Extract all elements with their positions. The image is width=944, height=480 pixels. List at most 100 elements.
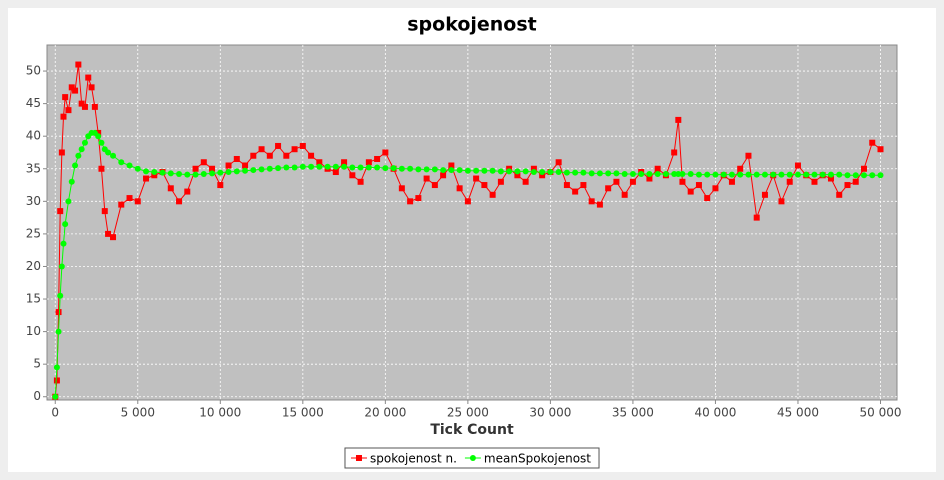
data-point <box>55 309 62 316</box>
data-point <box>481 182 488 189</box>
data-point <box>167 170 174 177</box>
data-point <box>613 170 620 177</box>
x-tick-label: 10 000 <box>199 406 241 420</box>
data-point <box>522 178 529 185</box>
data-point <box>737 171 744 178</box>
data-point <box>761 171 768 178</box>
data-point <box>357 178 364 185</box>
data-point <box>448 162 455 169</box>
data-point <box>720 171 727 178</box>
data-point <box>217 169 224 176</box>
data-point <box>481 167 488 174</box>
data-point <box>580 169 587 176</box>
data-point <box>407 198 414 205</box>
x-tick-label: 20 000 <box>364 406 406 420</box>
data-point <box>143 168 150 175</box>
data-point <box>794 162 801 169</box>
data-point <box>596 170 603 177</box>
data-point <box>95 133 102 140</box>
data-point <box>324 163 331 170</box>
data-point <box>836 191 843 198</box>
x-tick-label: 30 000 <box>529 406 571 420</box>
data-point <box>497 178 504 185</box>
data-point <box>786 171 793 178</box>
data-point <box>671 170 678 177</box>
data-point <box>332 169 339 176</box>
data-point <box>613 178 620 185</box>
data-point <box>860 165 867 172</box>
data-point <box>464 167 471 174</box>
data-point <box>341 163 348 170</box>
data-point <box>91 103 98 110</box>
data-point <box>349 172 356 179</box>
data-point <box>159 169 166 176</box>
data-point <box>349 164 356 171</box>
data-point <box>88 84 95 91</box>
data-point <box>852 172 859 179</box>
y-tick-label: 35 <box>26 161 41 175</box>
data-point <box>57 292 64 299</box>
data-point <box>105 230 112 237</box>
data-point <box>65 198 72 205</box>
data-point <box>242 167 249 174</box>
data-point <box>687 188 694 195</box>
data-point <box>184 171 191 178</box>
data-point <box>497 168 504 175</box>
data-point <box>143 175 150 182</box>
data-point <box>72 87 79 94</box>
data-point <box>53 377 60 384</box>
data-point <box>547 169 554 176</box>
data-point <box>588 170 595 177</box>
data-point <box>464 198 471 205</box>
data-point <box>85 74 92 81</box>
data-point <box>596 201 603 208</box>
data-point <box>778 198 785 205</box>
data-point <box>440 167 447 174</box>
data-point <box>514 168 521 175</box>
data-point <box>530 165 537 172</box>
data-point <box>844 172 851 179</box>
data-point <box>605 185 612 192</box>
y-tick-label: 15 <box>26 292 41 306</box>
data-point <box>316 159 323 166</box>
data-point <box>745 152 752 159</box>
data-point <box>209 170 216 177</box>
data-point <box>68 84 75 91</box>
data-point <box>275 142 282 149</box>
y-tick-label: 50 <box>26 64 41 78</box>
data-point <box>877 172 884 179</box>
data-point <box>415 166 422 173</box>
data-point <box>786 178 793 185</box>
data-point <box>308 163 315 170</box>
data-point <box>753 171 760 178</box>
data-point <box>95 129 102 136</box>
data-point <box>737 165 744 172</box>
data-point <box>555 169 562 176</box>
data-point <box>712 185 719 192</box>
data-point <box>679 178 686 185</box>
data-point <box>176 198 183 205</box>
data-point <box>374 164 381 171</box>
data-point <box>62 221 69 228</box>
data-point <box>687 170 694 177</box>
x-tick-label: 35 000 <box>612 406 654 420</box>
data-point <box>365 159 372 166</box>
x-tick-label: 25 000 <box>447 406 489 420</box>
data-point <box>712 171 719 178</box>
data-point <box>390 165 397 172</box>
data-point <box>770 171 777 178</box>
data-point <box>258 166 265 173</box>
x-tick-label: 40 000 <box>694 406 736 420</box>
data-point <box>167 185 174 192</box>
y-tick-label: 20 <box>26 259 41 273</box>
x-tick-label: 0 <box>51 406 59 420</box>
data-point <box>200 170 207 177</box>
data-point <box>60 113 67 120</box>
y-tick-label: 0 <box>33 389 41 403</box>
legend: spokojenost n. meanSpokojenost <box>344 447 600 469</box>
data-point <box>382 149 389 156</box>
data-point <box>242 162 249 169</box>
data-point <box>629 170 636 177</box>
data-point <box>57 208 64 215</box>
data-point <box>588 198 595 205</box>
